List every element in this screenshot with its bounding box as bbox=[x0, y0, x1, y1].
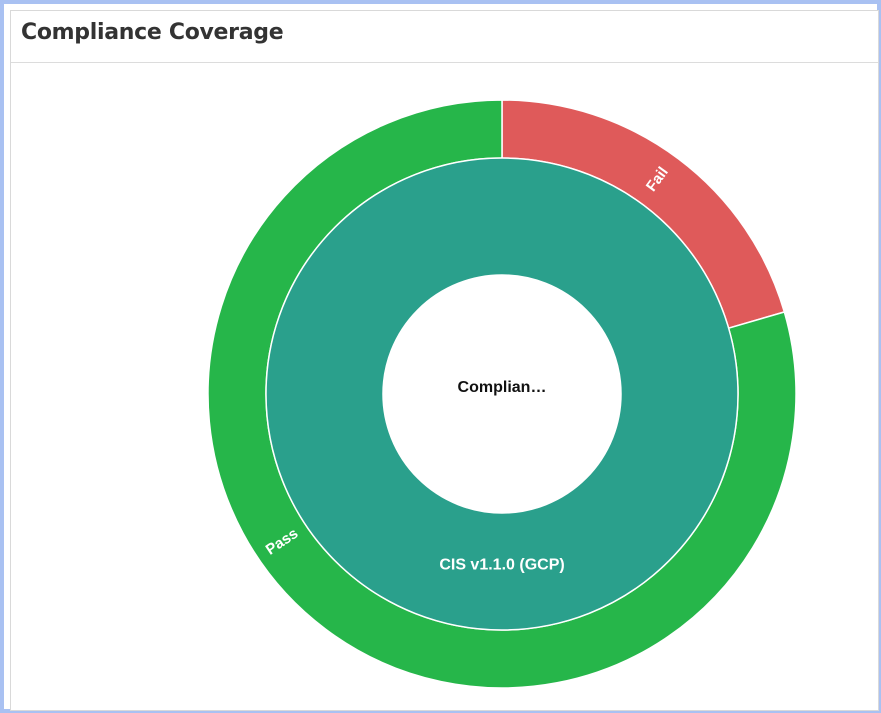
panel-title: Compliance Coverage bbox=[21, 20, 284, 45]
center-hole bbox=[383, 275, 621, 513]
inner-label-cis-v1-1-0-gcp: CIS v1.1.0 (GCP) bbox=[439, 557, 564, 574]
center-label: Complian… bbox=[458, 379, 547, 396]
panel-header: Compliance Coverage bbox=[11, 11, 878, 63]
